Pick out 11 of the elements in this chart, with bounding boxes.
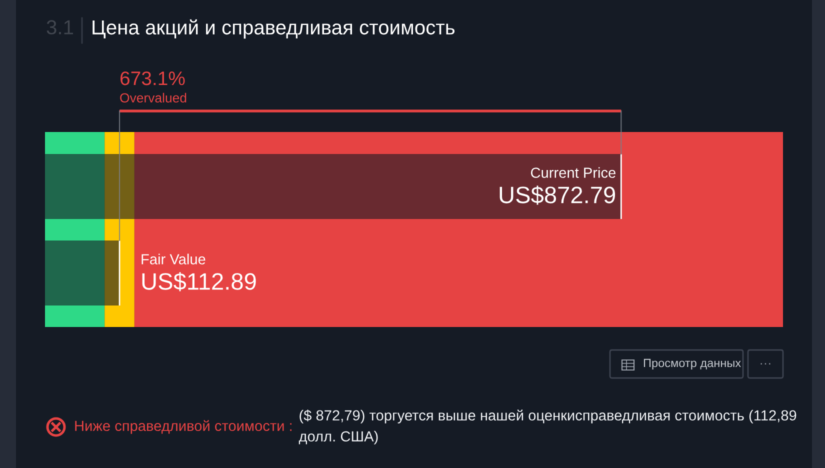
y-tick-label: Current Price: [530, 167, 616, 178]
chart-title: Цена акций и справедливая стоимость: [92, 19, 455, 39]
text: 673.1%: [120, 71, 185, 86]
text: Просмотр данных: [644, 358, 741, 370]
text: Ниже справедливой стоимости :: [75, 420, 292, 434]
data-label: US$112.89: [142, 272, 256, 292]
text: Overvalued: [120, 92, 186, 103]
text: ···: [760, 363, 770, 365]
y-tick-label: Fair Value: [142, 254, 206, 264]
data-label: US$872.79: [500, 186, 616, 205]
text: ($ 872,79) торгуется выше нашей оценкисправедливая стоимость (112,89 долл. США): [298, 410, 796, 444]
